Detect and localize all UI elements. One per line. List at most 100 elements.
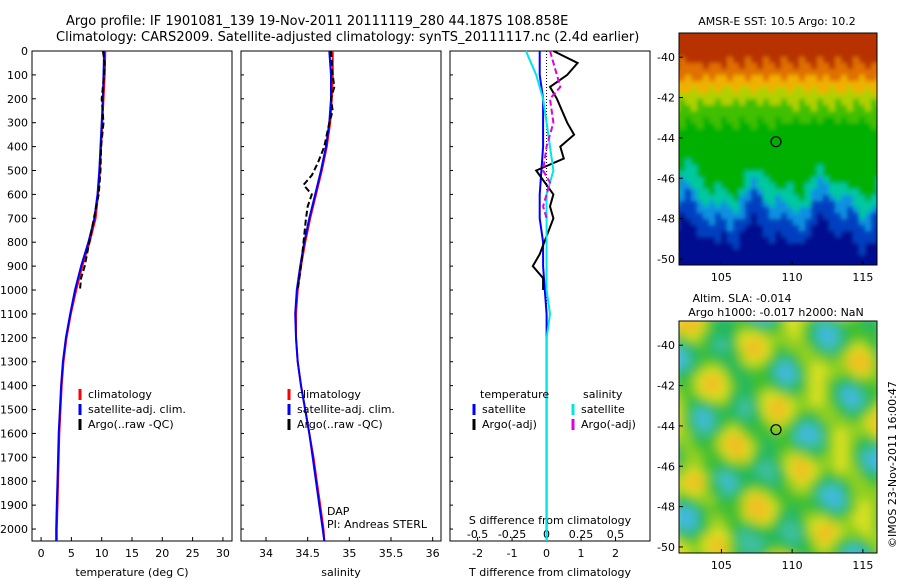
map-cell <box>685 195 692 202</box>
map-cell <box>685 135 692 142</box>
map-cell <box>859 543 866 550</box>
map-cell <box>781 351 788 358</box>
map-cell <box>853 375 860 382</box>
map-cell <box>817 327 824 334</box>
map-cell <box>703 393 710 400</box>
map-cell <box>835 447 842 454</box>
map-cell <box>841 375 848 382</box>
map-cell <box>877 81 884 88</box>
map-cell <box>715 477 722 484</box>
map-cell <box>685 345 692 352</box>
map-cell <box>871 57 877 64</box>
map-cell <box>793 471 800 478</box>
map-cell <box>751 63 758 70</box>
map-cell <box>871 183 877 190</box>
map-cell <box>739 243 746 250</box>
map-cell <box>775 39 782 46</box>
map-cell <box>733 405 740 412</box>
map-cell <box>703 219 710 226</box>
map-cell <box>877 99 884 106</box>
x-tick-label: 115 <box>852 271 873 284</box>
x-tick-label: 110 <box>782 559 803 572</box>
panel-frame <box>31 50 233 542</box>
map-cell <box>823 147 830 154</box>
map-cell <box>865 495 872 502</box>
map-cell <box>727 105 734 112</box>
map-cell <box>751 237 758 244</box>
map-cell <box>781 441 788 448</box>
map-cell <box>745 525 752 532</box>
map-cell <box>781 513 788 520</box>
map-cell <box>835 423 842 430</box>
map-cell <box>685 75 692 82</box>
map-cell <box>769 75 776 82</box>
map-cell <box>835 87 842 94</box>
map-cell <box>715 207 722 214</box>
map-cell <box>865 369 872 376</box>
map-cell <box>715 261 722 265</box>
map-cell <box>817 219 824 226</box>
map-cell <box>727 75 734 82</box>
map-cell <box>703 159 710 166</box>
map-cell <box>823 525 830 532</box>
map-cell <box>829 435 836 442</box>
map-cell <box>721 33 728 40</box>
map-cell <box>823 495 830 502</box>
map-cell <box>871 423 877 430</box>
map-cell <box>871 165 877 172</box>
x-axis-label: T difference from climatology <box>468 566 631 579</box>
map-cell <box>727 345 734 352</box>
map-cell <box>793 87 800 94</box>
map-cell <box>781 375 788 382</box>
map-cell <box>709 471 716 478</box>
map-cell <box>721 207 728 214</box>
map-cell <box>763 201 770 208</box>
map-cell <box>793 147 800 154</box>
map-cell <box>853 321 860 328</box>
map-cell <box>871 537 877 544</box>
map-cell <box>871 153 877 160</box>
map-cell <box>721 519 728 526</box>
map-cell <box>841 225 848 232</box>
map-cell <box>733 243 740 250</box>
map-cell <box>733 57 740 64</box>
map-cell <box>823 159 830 166</box>
map-cell <box>811 441 818 448</box>
map-cell <box>703 495 710 502</box>
map-cell <box>733 213 740 220</box>
map-cell <box>859 63 866 70</box>
map-cell <box>691 159 698 166</box>
map-cell <box>823 45 830 52</box>
map-cell <box>823 231 830 238</box>
map-cell <box>835 441 842 448</box>
map-cell <box>679 111 686 118</box>
map-cell <box>763 45 770 52</box>
map-cell <box>757 147 764 154</box>
map-cell <box>781 411 788 418</box>
map-cell <box>745 519 752 526</box>
map-field-cells <box>679 33 884 265</box>
map-cell <box>811 33 818 40</box>
map-cell <box>709 51 716 58</box>
map-cell <box>805 99 812 106</box>
map-cell <box>835 93 842 100</box>
map-cell <box>775 195 782 202</box>
map-cell <box>715 165 722 172</box>
map-cell <box>703 141 710 148</box>
map-cell <box>679 357 686 364</box>
map-cell <box>781 549 788 553</box>
map-cell <box>823 351 830 358</box>
map-cell <box>829 465 836 472</box>
map-cell <box>853 525 860 532</box>
map-cell <box>805 213 812 220</box>
map-cell <box>751 219 758 226</box>
map-cell <box>829 255 836 262</box>
map-cell <box>853 531 860 538</box>
map-cell <box>745 495 752 502</box>
map-cell <box>787 255 794 262</box>
map-cell <box>793 543 800 550</box>
map-cell <box>817 459 824 466</box>
map-cell <box>829 333 836 340</box>
map-cell <box>841 459 848 466</box>
map-cell <box>739 543 746 550</box>
